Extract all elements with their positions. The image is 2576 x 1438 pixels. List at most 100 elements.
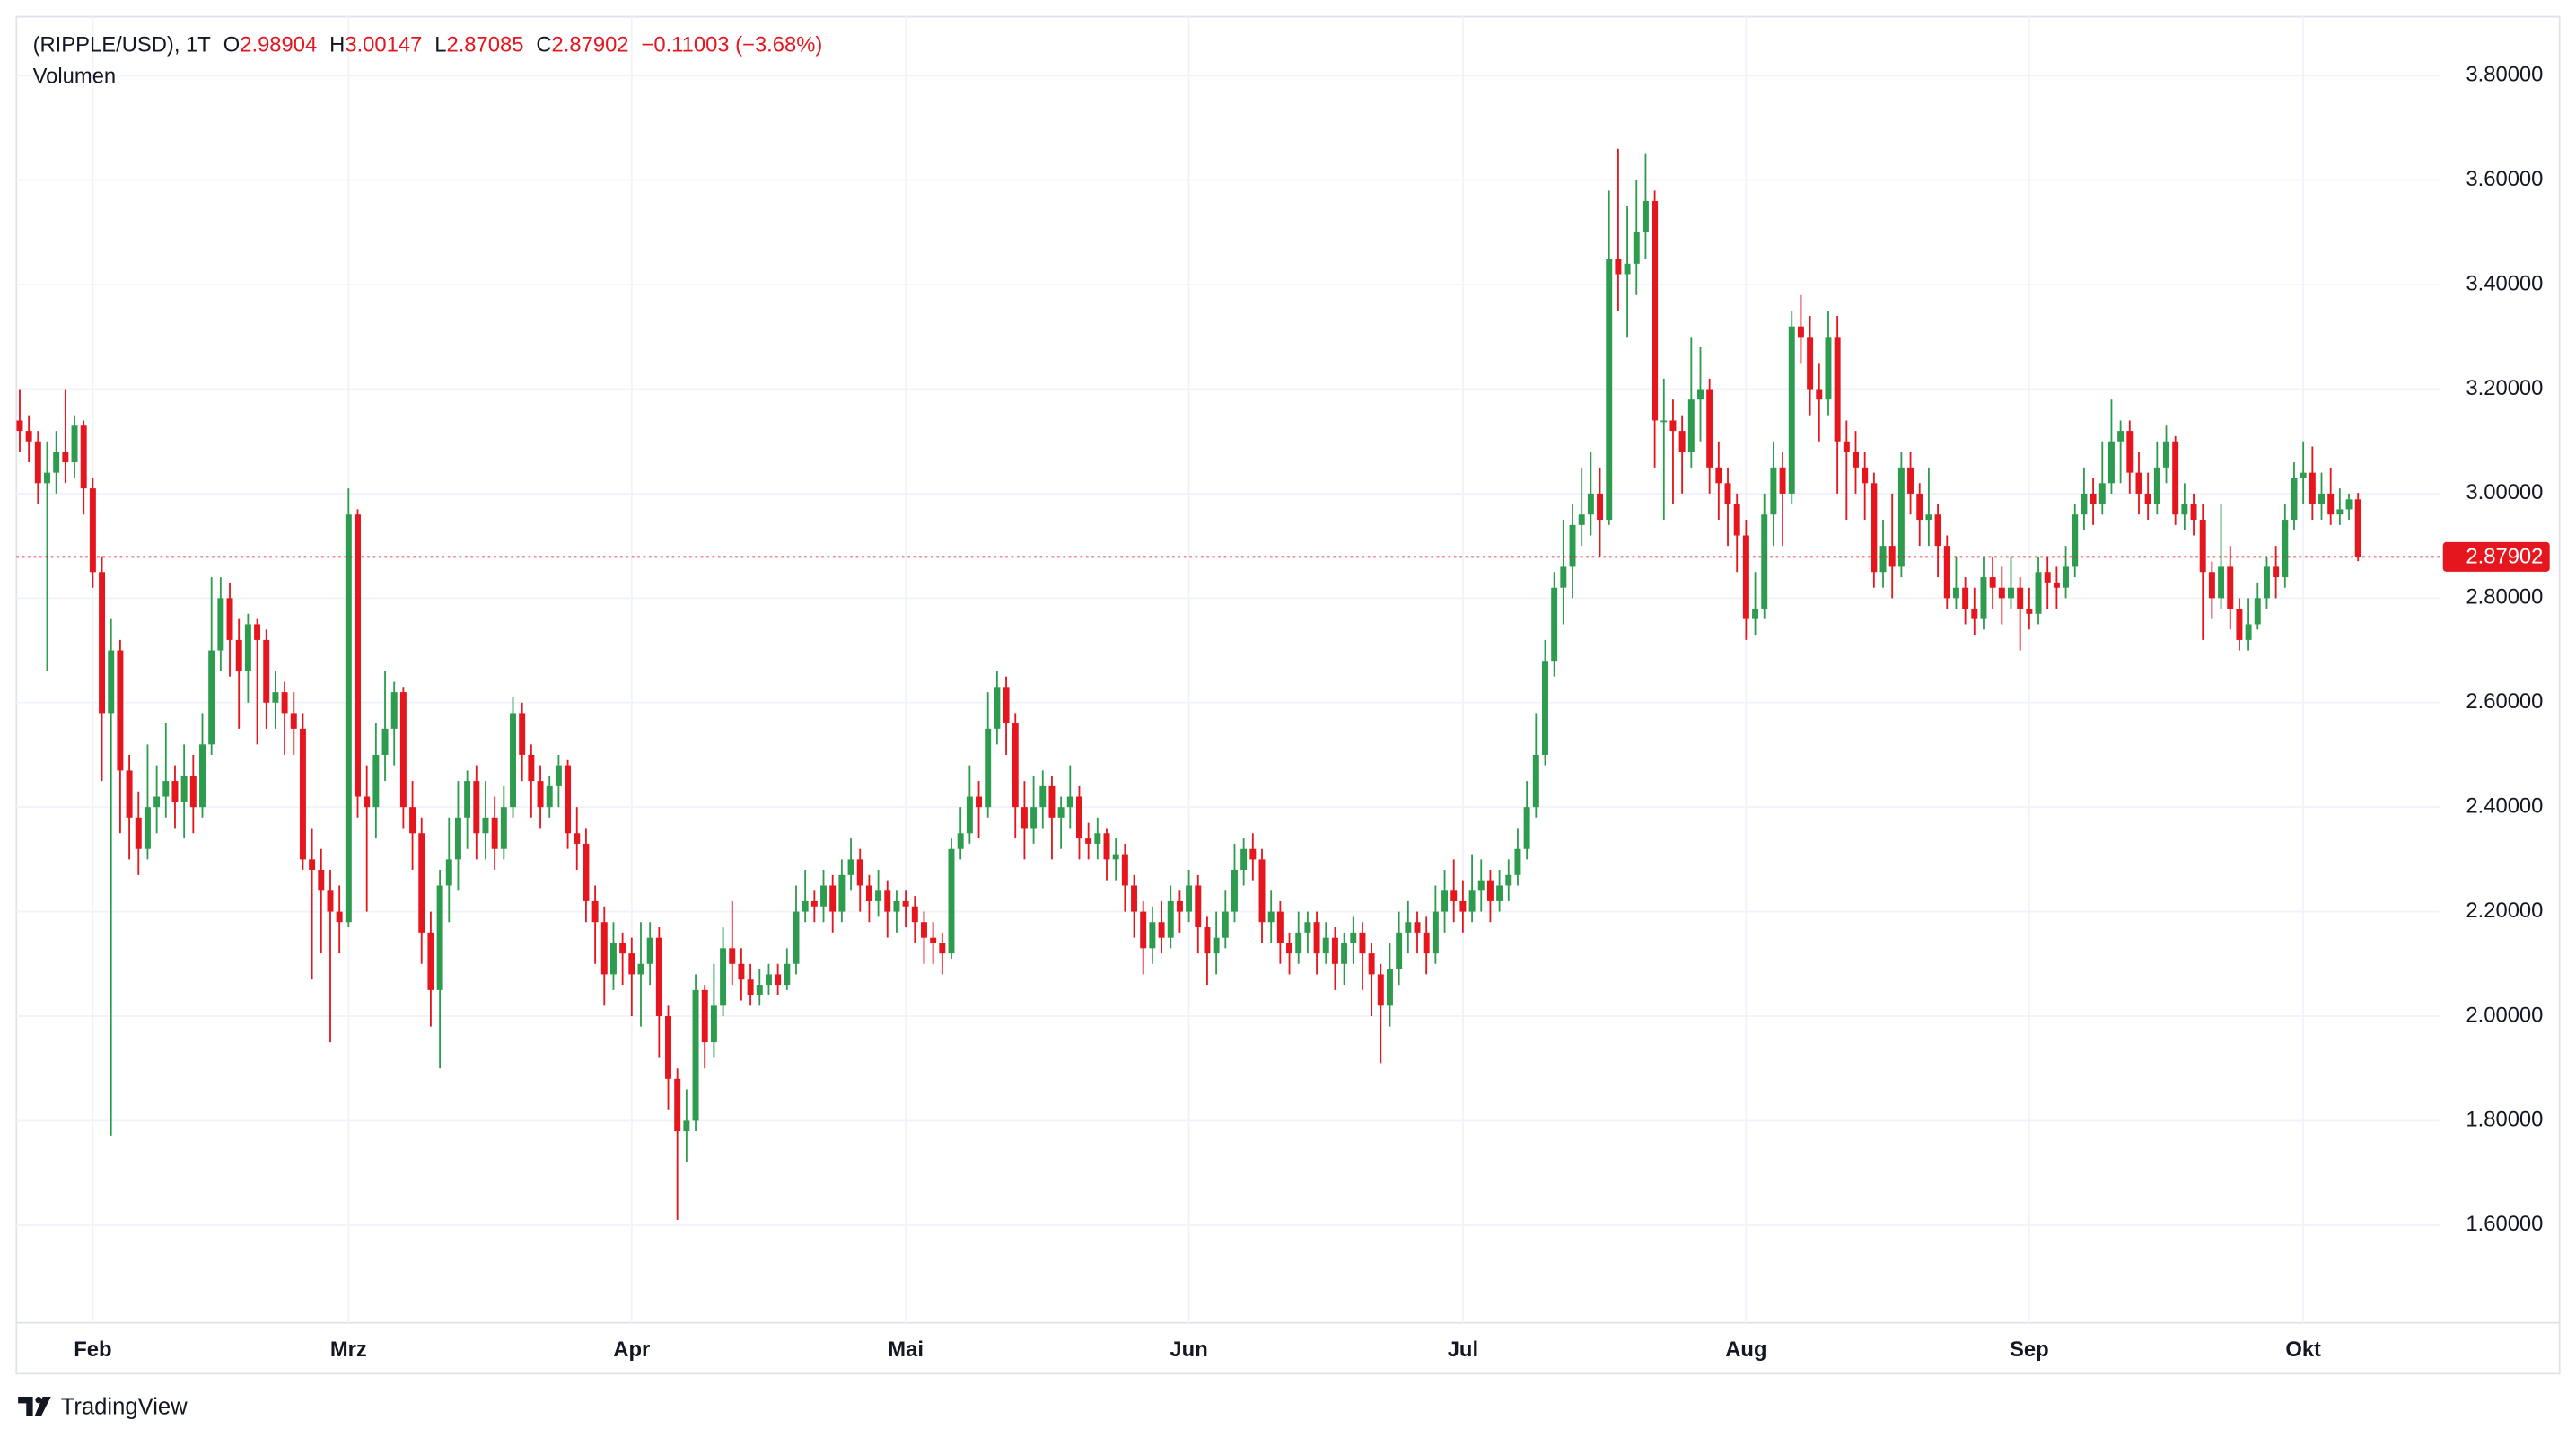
- candle-body: [810, 900, 818, 907]
- candle-body: [1807, 337, 1814, 390]
- x-tick-label: Mrz: [330, 1337, 367, 1362]
- candle-body: [2254, 598, 2261, 625]
- candle-body: [2053, 582, 2060, 588]
- candle-body: [1943, 546, 1950, 599]
- candle-body: [884, 890, 891, 912]
- candle-body: [71, 425, 78, 463]
- y-tick-label: 3.40000: [2466, 271, 2543, 295]
- candle-body: [2163, 441, 2169, 468]
- candle-body: [683, 1120, 690, 1132]
- y-tick-label: 2.40000: [2466, 794, 2543, 818]
- candle-body: [355, 514, 361, 797]
- candle-body: [1862, 467, 1869, 484]
- candle-body: [336, 911, 343, 923]
- candle-body: [1459, 900, 1467, 912]
- candle-body: [1514, 848, 1521, 875]
- candle-body: [1267, 911, 1275, 923]
- candle-body: [765, 974, 772, 986]
- candle-body: [565, 765, 572, 834]
- ohlc-value: 2.87902: [552, 33, 629, 57]
- candle-body: [948, 848, 955, 954]
- candle-body: [939, 943, 946, 954]
- candle-body: [1140, 911, 1147, 949]
- candle-body: [1377, 974, 1384, 1006]
- last-price-tag: [2442, 541, 2550, 572]
- candle-body: [865, 885, 872, 901]
- ohlc-letter: L: [434, 33, 446, 57]
- candle-body: [171, 781, 179, 802]
- candle-body: [747, 979, 754, 995]
- candle-body: [2273, 566, 2280, 578]
- candle-body: [372, 754, 380, 808]
- candle-body: [1030, 807, 1038, 829]
- candle-body: [126, 770, 133, 818]
- candle-body: [1075, 796, 1082, 839]
- candle-body: [53, 452, 60, 473]
- candle-body: [2072, 514, 2079, 567]
- candle-body: [1368, 953, 1375, 975]
- legend-line: (RIPPLE/USD), 1T O2.98904 H3.00147 L2.87…: [33, 33, 823, 57]
- candle-body: [1761, 514, 1768, 609]
- candle-body: [583, 843, 590, 901]
- chart-frame: [15, 15, 2561, 1375]
- candle-body: [2354, 499, 2361, 557]
- candle-body: [655, 937, 662, 1016]
- candle-body: [1186, 885, 1193, 912]
- candle-body: [254, 624, 261, 640]
- candle-body: [1871, 483, 1878, 573]
- candle-body: [2153, 467, 2160, 504]
- candle-body: [2327, 493, 2335, 515]
- candle-body: [1103, 833, 1110, 860]
- candle-body: [80, 425, 87, 489]
- candle-body: [2181, 504, 2188, 515]
- candle-body: [299, 728, 306, 860]
- candle-body: [1423, 932, 1430, 954]
- candle-body: [600, 922, 608, 975]
- candle-body: [1615, 259, 1622, 275]
- x-tick-label: Feb: [74, 1337, 111, 1362]
- candle-body: [1788, 326, 1795, 494]
- candle-body: [1624, 263, 1631, 275]
- candle-body: [2190, 504, 2197, 521]
- candle-body: [2309, 472, 2316, 504]
- candle-body: [957, 833, 964, 849]
- candle-body: [1907, 467, 1914, 494]
- candle-body: [1258, 859, 1266, 923]
- candle-body: [1295, 932, 1302, 954]
- candle-body: [1733, 504, 1740, 536]
- candle-body: [2227, 566, 2234, 609]
- candle-body: [491, 817, 498, 849]
- y-tick-label: 2.60000: [2466, 689, 2543, 714]
- candle-body: [1998, 587, 2005, 599]
- candle-body: [1131, 885, 1138, 912]
- candle-body: [1779, 467, 1786, 494]
- candle-body: [34, 441, 41, 484]
- candle-body: [1396, 932, 1403, 969]
- candle-body: [281, 692, 288, 714]
- candle-body: [701, 989, 708, 1043]
- candle-body: [2208, 572, 2215, 599]
- candle-body: [2044, 572, 2051, 583]
- candle-body: [1742, 535, 1749, 619]
- candle-body: [189, 776, 197, 808]
- candle-body: [244, 624, 251, 671]
- candle-body: [546, 785, 553, 808]
- candle-body: [1825, 337, 1832, 400]
- candle-body: [710, 1005, 717, 1043]
- candle-body: [1606, 259, 1613, 521]
- candle-body: [1853, 452, 1859, 468]
- candle-body: [2218, 566, 2225, 599]
- candle-body: [1843, 441, 1850, 452]
- y-tick-label: 1.60000: [2466, 1212, 2543, 1236]
- candle-body: [1441, 890, 1449, 912]
- candle-body: [226, 598, 233, 640]
- candle-body: [16, 420, 23, 432]
- candle-body: [729, 948, 736, 964]
- candle-body: [793, 911, 800, 964]
- candle-body: [427, 932, 434, 990]
- candle-body: [2282, 520, 2289, 578]
- x-tick-label: Sep: [2010, 1337, 2049, 1362]
- candle-body: [1971, 608, 1978, 619]
- candle-body: [1642, 200, 1649, 232]
- candle-body: [436, 885, 443, 990]
